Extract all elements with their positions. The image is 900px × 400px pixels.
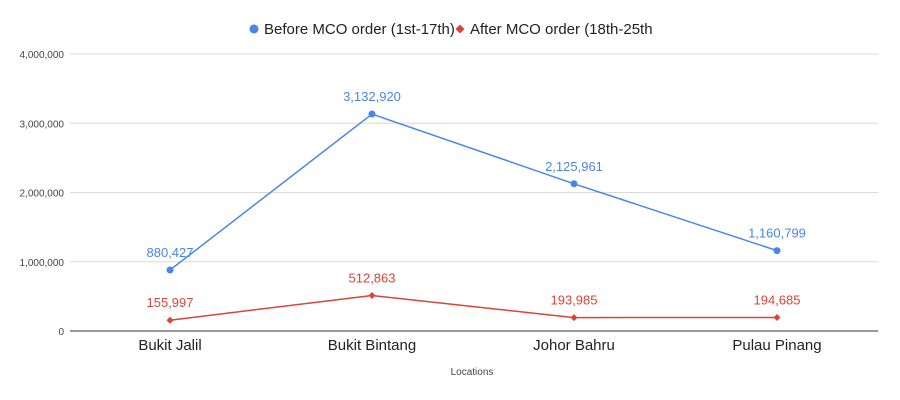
series-line	[169, 294, 778, 321]
x-tick-label: Bukit Bintang	[328, 337, 416, 354]
x-tick-label: Pulau Pinang	[732, 337, 821, 354]
data-label: 193,985	[551, 293, 598, 308]
data-label: 194,685	[754, 293, 801, 308]
legend-marker	[249, 24, 259, 34]
data-point	[368, 110, 376, 118]
legend-label: Before MCO order (1st-17th)	[264, 21, 455, 38]
data-point	[570, 314, 578, 322]
y-tick-label: 3,000,000	[20, 119, 65, 130]
x-axis-ticks: Bukit Jalil Bukit Bintang Johor Bahru Pulau…	[138, 337, 821, 354]
data-point	[570, 180, 578, 188]
y-tick-label: 2,000,000	[20, 189, 65, 200]
data-label: 880,427	[147, 245, 194, 260]
y-tick-label: 1,000,000	[20, 258, 65, 269]
legend-marker	[455, 24, 465, 34]
legend-label: After MCO order (18th-25th	[470, 21, 653, 38]
legend: Before MCO order (1st-17th) After MCO ord…	[249, 21, 653, 38]
series-1: 880,427 3,132,920 2,125,961 1,160,799	[147, 89, 806, 274]
data-label: 512,863	[349, 270, 396, 285]
x-tick-label: Bukit Jalil	[138, 337, 201, 354]
data-point	[166, 266, 174, 274]
data-point	[166, 316, 174, 324]
data-label: 1,160,799	[748, 226, 806, 241]
series-line	[169, 113, 778, 271]
series: 880,427 3,132,920 2,125,961 1,160,799 155,99…	[147, 89, 806, 324]
y-tick-label: 0	[58, 327, 64, 338]
data-point	[773, 314, 781, 322]
y-tick-label: 4,000,000	[20, 50, 65, 61]
series-2: 155,997 512,863 193,985 194,685	[147, 270, 801, 324]
data-label: 3,132,920	[343, 89, 401, 104]
data-point	[368, 291, 376, 299]
x-tick-label: Johor Bahru	[533, 337, 615, 354]
legend-item: After MCO order (18th-25th	[455, 21, 653, 38]
x-axis-title: Locations	[451, 367, 494, 378]
data-label: 2,125,961	[545, 159, 603, 174]
legend-item: Before MCO order (1st-17th)	[249, 21, 455, 38]
gridlines	[70, 53, 878, 332]
data-point	[773, 247, 781, 255]
y-axis-ticks: 0 1,000,000 2,000,000 3,000,000 4,000,000	[20, 50, 65, 338]
data-label: 155,997	[147, 295, 194, 310]
